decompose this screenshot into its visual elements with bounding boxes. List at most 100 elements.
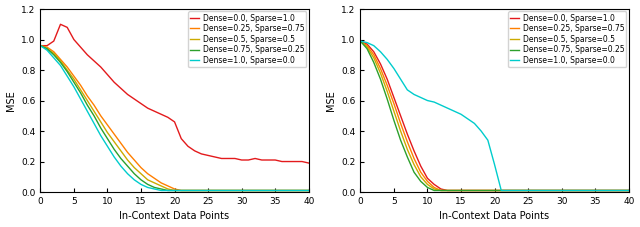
Dense=0.5, Sparse=0.5 <box>271 189 279 192</box>
Dense=1.0, Sparse=0.0 <box>271 189 279 192</box>
Dense=0.0, Sparse=1.0 <box>585 189 593 192</box>
Dense=0.25, Sparse=0.75 <box>598 189 605 192</box>
Dense=0.0, Sparse=1.0 <box>538 189 545 192</box>
Dense=0.75, Sparse=0.25 <box>252 189 259 192</box>
Dense=1.0, Sparse=0.0 <box>157 189 165 192</box>
Dense=1.0, Sparse=0.0 <box>244 189 252 192</box>
Dense=0.25, Sparse=0.75 <box>191 189 198 192</box>
Dense=0.0, Sparse=1.0 <box>244 159 252 161</box>
Dense=0.5, Sparse=0.5 <box>605 189 612 192</box>
Dense=0.5, Sparse=0.5 <box>598 189 605 192</box>
Dense=0.75, Sparse=0.25 <box>598 189 605 192</box>
Line: Dense=1.0, Sparse=0.0: Dense=1.0, Sparse=0.0 <box>40 46 308 190</box>
Dense=0.75, Sparse=0.25 <box>477 189 485 192</box>
Dense=0.75, Sparse=0.25 <box>538 189 545 192</box>
Dense=0.5, Sparse=0.5 <box>618 189 626 192</box>
Dense=0.75, Sparse=0.25 <box>278 189 285 192</box>
Dense=0.75, Sparse=0.25 <box>265 189 273 192</box>
Dense=0.0, Sparse=1.0 <box>356 40 364 42</box>
Dense=0.25, Sparse=0.75 <box>171 188 179 190</box>
Dense=0.25, Sparse=0.75 <box>83 95 91 97</box>
Dense=0.75, Sparse=0.25 <box>218 189 225 192</box>
Dense=1.0, Sparse=0.0 <box>97 134 104 137</box>
Dense=0.75, Sparse=0.25 <box>383 98 391 100</box>
Dense=0.75, Sparse=0.25 <box>117 157 125 160</box>
Dense=0.0, Sparse=1.0 <box>470 189 478 192</box>
Dense=1.0, Sparse=0.0 <box>83 110 91 113</box>
Dense=0.5, Sparse=0.5 <box>470 189 478 192</box>
Dense=0.75, Sparse=0.25 <box>44 47 51 50</box>
Dense=1.0, Sparse=0.0 <box>90 122 98 125</box>
Dense=0.25, Sparse=0.75 <box>518 189 525 192</box>
Dense=0.0, Sparse=1.0 <box>410 150 418 152</box>
Dense=0.25, Sparse=0.75 <box>285 189 292 192</box>
Dense=0.75, Sparse=0.25 <box>144 183 152 186</box>
Dense=0.25, Sparse=0.75 <box>298 189 306 192</box>
Legend: Dense=0.0, Sparse=1.0, Dense=0.25, Sparse=0.75, Dense=0.5, Sparse=0.5, Dense=0.7: Dense=0.0, Sparse=1.0, Dense=0.25, Spars… <box>508 11 627 67</box>
Dense=0.25, Sparse=0.75 <box>491 189 499 192</box>
Dense=0.25, Sparse=0.75 <box>625 189 632 192</box>
Dense=0.75, Sparse=0.25 <box>470 189 478 192</box>
Dense=1.0, Sparse=0.0 <box>36 44 44 47</box>
Dense=1.0, Sparse=0.0 <box>117 165 125 168</box>
Dense=0.5, Sparse=0.5 <box>177 189 185 192</box>
Dense=0.75, Sparse=0.25 <box>191 189 198 192</box>
Dense=0.5, Sparse=0.5 <box>551 189 559 192</box>
Dense=0.25, Sparse=0.75 <box>376 67 384 70</box>
Dense=0.75, Sparse=0.25 <box>157 188 165 190</box>
Dense=0.0, Sparse=1.0 <box>70 38 77 41</box>
Dense=1.0, Sparse=0.0 <box>578 189 586 192</box>
Dense=0.75, Sparse=0.25 <box>511 189 518 192</box>
Dense=1.0, Sparse=0.0 <box>218 189 225 192</box>
Dense=0.25, Sparse=0.75 <box>611 189 619 192</box>
Dense=0.75, Sparse=0.25 <box>291 189 299 192</box>
Dense=0.75, Sparse=0.25 <box>551 189 559 192</box>
Dense=0.75, Sparse=0.25 <box>424 186 431 189</box>
Dense=0.75, Sparse=0.25 <box>36 44 44 47</box>
Dense=0.75, Sparse=0.25 <box>131 172 138 175</box>
Dense=0.5, Sparse=0.5 <box>285 189 292 192</box>
Dense=0.25, Sparse=0.75 <box>545 189 552 192</box>
Dense=0.25, Sparse=0.75 <box>137 166 145 169</box>
X-axis label: In-Context Data Points: In-Context Data Points <box>440 211 550 222</box>
Dense=0.5, Sparse=0.5 <box>90 110 98 113</box>
Dense=1.0, Sparse=0.0 <box>137 183 145 186</box>
Dense=0.75, Sparse=0.25 <box>410 171 418 174</box>
Dense=0.0, Sparse=1.0 <box>376 63 384 65</box>
Dense=0.0, Sparse=1.0 <box>44 44 51 47</box>
Dense=0.5, Sparse=0.5 <box>164 188 172 190</box>
Dense=1.0, Sparse=0.0 <box>470 122 478 125</box>
Dense=0.25, Sparse=0.75 <box>164 185 172 187</box>
Dense=0.5, Sparse=0.5 <box>524 189 532 192</box>
Dense=0.25, Sparse=0.75 <box>198 189 205 192</box>
Dense=0.25, Sparse=0.75 <box>464 189 472 192</box>
Dense=0.75, Sparse=0.25 <box>271 189 279 192</box>
Dense=0.5, Sparse=0.5 <box>591 189 599 192</box>
Dense=0.25, Sparse=0.75 <box>397 122 404 125</box>
Dense=0.75, Sparse=0.25 <box>451 189 458 192</box>
Dense=0.5, Sparse=0.5 <box>444 189 451 192</box>
Dense=0.0, Sparse=1.0 <box>104 73 111 76</box>
Dense=0.75, Sparse=0.25 <box>518 189 525 192</box>
Dense=0.5, Sparse=0.5 <box>50 52 58 55</box>
Dense=0.25, Sparse=0.75 <box>511 189 518 192</box>
Dense=0.0, Sparse=1.0 <box>77 46 84 49</box>
Dense=0.5, Sparse=0.5 <box>171 189 179 192</box>
Dense=0.75, Sparse=0.25 <box>97 127 104 129</box>
Dense=1.0, Sparse=0.0 <box>397 78 404 81</box>
Dense=0.25, Sparse=0.75 <box>437 189 445 192</box>
Dense=0.75, Sparse=0.25 <box>585 189 593 192</box>
Dense=0.0, Sparse=1.0 <box>225 157 232 160</box>
Dense=1.0, Sparse=0.0 <box>171 189 179 192</box>
Dense=0.25, Sparse=0.75 <box>150 177 158 180</box>
Dense=0.75, Sparse=0.25 <box>558 189 566 192</box>
Dense=1.0, Sparse=0.0 <box>444 107 451 110</box>
Dense=1.0, Sparse=0.0 <box>198 189 205 192</box>
Dense=0.5, Sparse=0.5 <box>364 46 371 49</box>
Dense=1.0, Sparse=0.0 <box>538 189 545 192</box>
Dense=0.75, Sparse=0.25 <box>605 189 612 192</box>
Dense=0.0, Sparse=1.0 <box>451 189 458 192</box>
Dense=0.5, Sparse=0.5 <box>278 189 285 192</box>
Dense=0.0, Sparse=1.0 <box>497 189 505 192</box>
Dense=0.25, Sparse=0.75 <box>104 123 111 126</box>
